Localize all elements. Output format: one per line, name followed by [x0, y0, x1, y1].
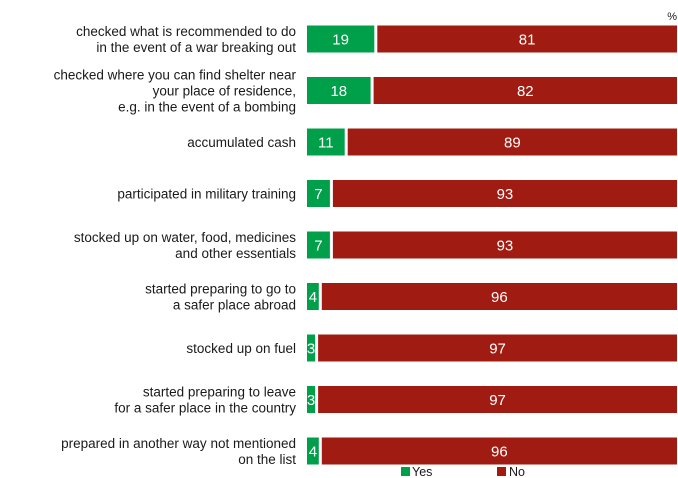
bar-no-8 [321, 437, 677, 465]
bar-yes-5 [307, 283, 319, 310]
category-label-7-line-1: for a safer place in the country [114, 401, 296, 416]
category-label-3-line-0: participated in military training [117, 187, 296, 202]
value-label-yes-8: 4 [309, 444, 317, 461]
bar-yes-4 [307, 231, 330, 259]
category-label-2-line-0: accumulated cash [187, 135, 296, 150]
value-label-yes-7: 3 [307, 392, 315, 409]
category-label-8-line-0: prepared in another way not mentioned [61, 436, 296, 451]
value-label-yes-0: 19 [332, 32, 349, 49]
value-label-no-8: 96 [491, 444, 508, 461]
value-label-yes-4: 7 [314, 238, 322, 255]
value-label-no-6: 97 [489, 341, 506, 358]
value-label-no-7: 97 [489, 392, 506, 409]
category-label-8-line-1: on the list [238, 452, 296, 467]
category-label-4-line-0: stocked up on water, food, medicines [74, 230, 296, 245]
bar-yes-2 [307, 128, 345, 156]
value-label-no-1: 82 [517, 83, 534, 100]
legend-label-yes: Yes [412, 465, 432, 478]
unit-label: % [667, 11, 677, 23]
category-label-7-line-0: started preparing to leave [143, 385, 296, 400]
value-label-no-0: 81 [519, 32, 536, 49]
category-label-4-line-1: and other essentials [175, 246, 296, 261]
bars-group: 19 81 18 82 11 89 7 93 7 93 4 96 3 97 3 97 4 96 [307, 25, 677, 465]
bar-yes-0 [307, 25, 375, 53]
bar-yes-3 [307, 180, 330, 207]
legend: Yes No [401, 465, 525, 478]
category-label-1-line-1: your place of residence, [153, 84, 296, 99]
value-label-no-2: 89 [504, 135, 521, 152]
value-label-yes-2: 11 [318, 135, 334, 152]
bar-no-3 [332, 180, 677, 207]
bar-yes-6 [307, 334, 316, 362]
bar-no-2 [347, 128, 677, 156]
value-label-yes-3: 7 [314, 186, 322, 203]
bar-yes-1 [307, 77, 371, 104]
category-label-1-line-0: checked where you can find shelter near [54, 68, 297, 83]
bar-yes-8 [307, 437, 319, 465]
value-label-yes-5: 4 [309, 289, 317, 306]
category-label-5-line-1: a safer place abroad [173, 298, 296, 313]
category-label-6-line-0: stocked up on fuel [186, 341, 296, 356]
bar-no-5 [321, 283, 677, 310]
category-label-0-line-1: in the event of a war breaking out [96, 40, 296, 55]
value-label-no-5: 96 [491, 289, 508, 306]
category-label-1-line-2: e.g. in the event of a bombing [118, 100, 296, 115]
value-label-yes-6: 3 [307, 341, 315, 358]
bar-no-7 [318, 386, 677, 413]
bar-no-0 [377, 25, 677, 53]
value-label-no-3: 93 [497, 186, 514, 203]
bar-no-6 [318, 334, 677, 362]
value-label-no-4: 93 [497, 238, 514, 255]
bar-no-4 [332, 231, 677, 259]
category-label-0-line-0: checked what is recommended to do [76, 24, 296, 39]
legend-swatch-yes [401, 467, 410, 476]
value-label-yes-1: 18 [330, 83, 347, 100]
category-label-5-line-0: started preparing to go to [145, 282, 296, 297]
legend-label-no: No [509, 465, 525, 478]
bar-no-1 [373, 77, 677, 104]
bar-yes-7 [307, 386, 316, 413]
legend-swatch-no [497, 467, 506, 476]
